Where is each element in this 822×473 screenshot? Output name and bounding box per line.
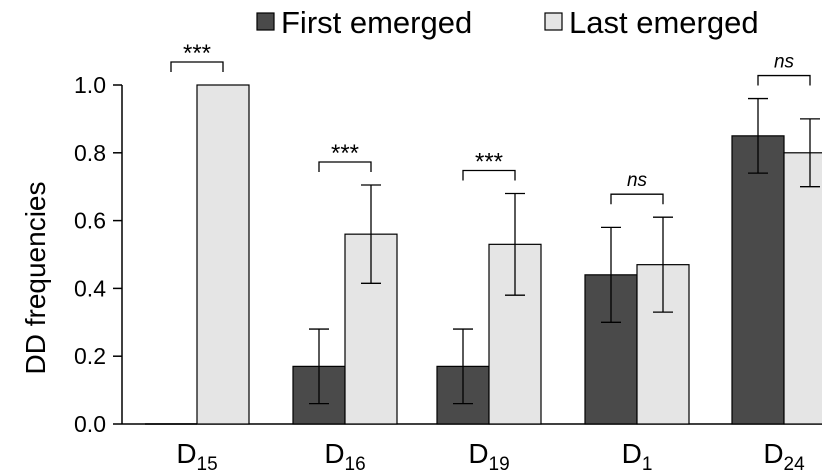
significance-label: ns — [774, 52, 795, 73]
category-label: D1 — [622, 438, 653, 473]
legend-label-last-emerged: Last emerged — [569, 5, 759, 40]
significance-bracket — [170, 61, 224, 72]
significance-bracket — [610, 193, 664, 205]
significance-label: ns — [627, 170, 648, 191]
significance-label: *** — [183, 40, 211, 67]
y-tick-label: 0.4 — [74, 275, 106, 301]
category-label-subscript: 16 — [345, 454, 366, 473]
significance-bracket — [757, 74, 811, 86]
y-tick-label: 1.0 — [74, 72, 106, 98]
bar-last-emerged — [196, 84, 250, 425]
significance-bracket — [318, 161, 372, 173]
bar-last-emerged — [783, 152, 822, 425]
y-tick-label: 0.6 — [74, 208, 106, 234]
legend: First emerged Last emerged — [256, 5, 759, 40]
legend-swatch-first-emerged — [256, 12, 275, 31]
x-axis: D15 D16 D19 D1 D24 — [122, 423, 822, 473]
category-label-main: D — [176, 438, 196, 469]
y-tick-label: 0.8 — [74, 140, 106, 166]
category-label: D24 — [763, 438, 805, 473]
category-label: D19 — [468, 438, 509, 473]
significance-label: *** — [331, 140, 359, 167]
significance-marks: *** *** *** ns ns — [170, 40, 811, 205]
legend-swatch-last-emerged — [544, 12, 563, 31]
category-label-main: D — [763, 438, 783, 469]
significance-bracket — [462, 169, 516, 181]
bars — [145, 84, 822, 425]
y-axis: 0.0 0.2 0.4 0.6 0.8 1.0 — [74, 72, 123, 437]
category-label-main: D — [468, 438, 488, 469]
category-label: D16 — [324, 438, 365, 473]
bar-first-emerged — [731, 135, 785, 425]
category-label-subscript: 24 — [784, 454, 806, 473]
category-label-subscript: 1 — [642, 454, 653, 473]
y-tick-label: 0.2 — [74, 343, 106, 369]
significance-label: *** — [475, 148, 503, 175]
category-label: D15 — [176, 438, 217, 473]
category-label-subscript: 19 — [489, 454, 510, 473]
category-label-main: D — [324, 438, 344, 469]
legend-label-first-emerged: First emerged — [281, 5, 472, 40]
category-label-subscript: 15 — [197, 454, 218, 473]
category-label-main: D — [622, 438, 642, 469]
y-axis-title: DD frequencies — [20, 182, 51, 375]
y-tick-label: 0.0 — [74, 411, 106, 437]
error-bars — [309, 97, 820, 405]
